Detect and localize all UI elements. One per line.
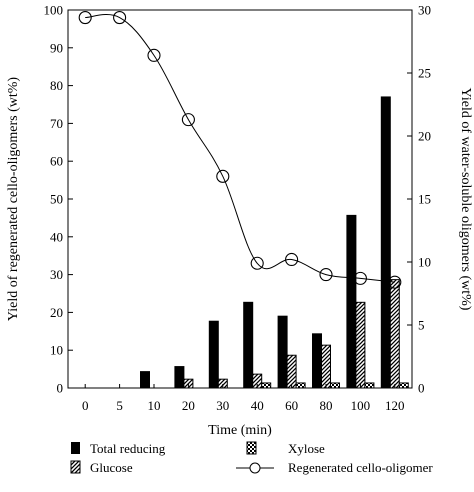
x-tick-label: 80 [320, 398, 333, 413]
bar-total-reducing [346, 214, 357, 389]
y-right-tick-label: 25 [418, 66, 431, 81]
bar-xylose [364, 382, 375, 389]
y-right-tick-label: 15 [418, 192, 431, 207]
legend: Total reducing Glucose Xylose Regenerate… [70, 441, 433, 475]
bar-total-reducing [380, 96, 391, 389]
point-regenerated-cello-oligomer [250, 256, 264, 270]
y-right-tick-label: 20 [418, 129, 431, 144]
y-right-tick-label: 10 [418, 255, 431, 270]
x-tick-label: 100 [351, 398, 371, 413]
bar-glucose [286, 354, 297, 389]
y-axis-left-title: Yield of regenerated cello-oligomers (wt… [6, 77, 21, 321]
point-regenerated-cello-oligomer [216, 169, 230, 183]
legend-label-total-reducing: Total reducing [90, 441, 166, 456]
point-regenerated-cello-oligomer [181, 113, 195, 127]
bar-glucose [389, 279, 400, 389]
x-tick-label: 60 [285, 398, 298, 413]
point-regenerated-cello-oligomer [388, 275, 402, 289]
legend-marker-regenerated [249, 462, 261, 474]
y-left-tick-label: 50 [50, 192, 63, 207]
bar-xylose [261, 382, 272, 389]
x-axis-title: Time (min) [208, 423, 272, 438]
bar-xylose [295, 382, 306, 389]
bar-glucose [355, 301, 366, 389]
point-regenerated-cello-oligomer [353, 271, 367, 285]
x-tick-label: 20 [182, 398, 195, 413]
bars-layer [140, 96, 409, 389]
bar-total-reducing [243, 301, 254, 389]
y-right-tick-label: 5 [418, 318, 425, 333]
point-regenerated-cello-oligomer [285, 252, 299, 267]
legend-label-xylose: Xylose [288, 441, 325, 456]
x-tick-label: 5 [116, 398, 123, 413]
legend-label-glucose: Glucose [90, 460, 133, 475]
y-left-tick-label: 10 [50, 343, 63, 358]
point-regenerated-cello-oligomer [78, 11, 92, 25]
bar-xylose [330, 382, 340, 389]
bar-total-reducing [174, 366, 185, 389]
y-axis-right-title: Yield of water-soluble oligomers (wt%) [458, 88, 473, 311]
y-left-tick-label: 100 [44, 3, 64, 18]
y-left-tick-label: 60 [50, 154, 63, 169]
bar-xylose [398, 382, 409, 389]
legend-label-regenerated: Regenerated cello-oligomer [288, 460, 433, 475]
x-tick-label: 10 [148, 398, 161, 413]
y-left-tick-label: 20 [50, 305, 63, 320]
y-left-tick-label: 90 [50, 40, 63, 55]
y-left-tick-label: 70 [50, 116, 63, 131]
x-tick-label: 120 [385, 398, 405, 413]
x-tick-label: 40 [251, 398, 264, 413]
bar-total-reducing [140, 371, 150, 389]
line-regenerated-cello-oligomer [85, 14, 395, 283]
ticks-layer: 0 10 20 30 40 50 60 70 80 90 100 0 5 10 15 20 25 30 0 5 10 20… [44, 3, 432, 414]
legend-swatch-glucose [70, 460, 81, 474]
bar-glucose [321, 344, 331, 389]
bar-total-reducing [208, 320, 219, 389]
y-right-tick-label: 30 [418, 3, 431, 18]
y-left-tick-label: 30 [50, 267, 63, 282]
point-regenerated-cello-oligomer [113, 11, 127, 25]
y-left-tick-label: 40 [50, 229, 63, 244]
y-left-tick-label: 80 [50, 78, 63, 93]
line-layer [78, 11, 402, 289]
x-tick-label: 0 [82, 398, 89, 413]
legend-swatch-xylose [246, 441, 257, 455]
point-regenerated-cello-oligomer [319, 268, 333, 282]
y-right-tick-label: 0 [418, 381, 425, 396]
point-regenerated-cello-oligomer [147, 48, 161, 62]
legend-swatch-total-reducing [71, 442, 80, 454]
bar-total-reducing [312, 333, 322, 389]
y-left-tick-label: 0 [57, 381, 64, 396]
bar-total-reducing [277, 315, 288, 389]
x-tick-label: 30 [216, 398, 229, 413]
